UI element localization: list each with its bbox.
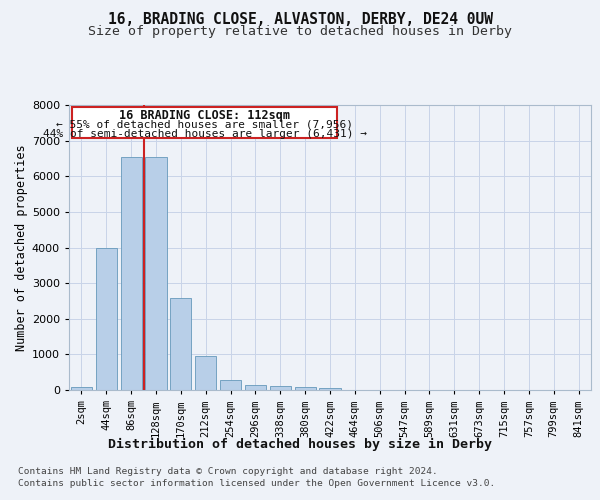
- Bar: [145, 157, 167, 390]
- Bar: [220, 380, 241, 390]
- Bar: [319, 388, 341, 390]
- Bar: [170, 298, 191, 390]
- Text: Size of property relative to detached houses in Derby: Size of property relative to detached ho…: [88, 25, 512, 38]
- Bar: [270, 386, 291, 390]
- Bar: [71, 388, 92, 390]
- Text: Contains HM Land Registry data © Crown copyright and database right 2024.: Contains HM Land Registry data © Crown c…: [18, 468, 438, 476]
- Bar: [295, 387, 316, 390]
- Text: 44% of semi-detached houses are larger (6,431) →: 44% of semi-detached houses are larger (…: [43, 130, 367, 140]
- Bar: [195, 356, 216, 390]
- Bar: [245, 386, 266, 390]
- Bar: [96, 248, 117, 390]
- Y-axis label: Number of detached properties: Number of detached properties: [14, 144, 28, 351]
- Text: 16 BRADING CLOSE: 112sqm: 16 BRADING CLOSE: 112sqm: [119, 109, 290, 122]
- Text: Contains public sector information licensed under the Open Government Licence v3: Contains public sector information licen…: [18, 478, 495, 488]
- Text: 16, BRADING CLOSE, ALVASTON, DERBY, DE24 0UW: 16, BRADING CLOSE, ALVASTON, DERBY, DE24…: [107, 12, 493, 28]
- Text: Distribution of detached houses by size in Derby: Distribution of detached houses by size …: [108, 438, 492, 450]
- Text: ← 55% of detached houses are smaller (7,956): ← 55% of detached houses are smaller (7,…: [56, 120, 353, 130]
- Bar: [121, 157, 142, 390]
